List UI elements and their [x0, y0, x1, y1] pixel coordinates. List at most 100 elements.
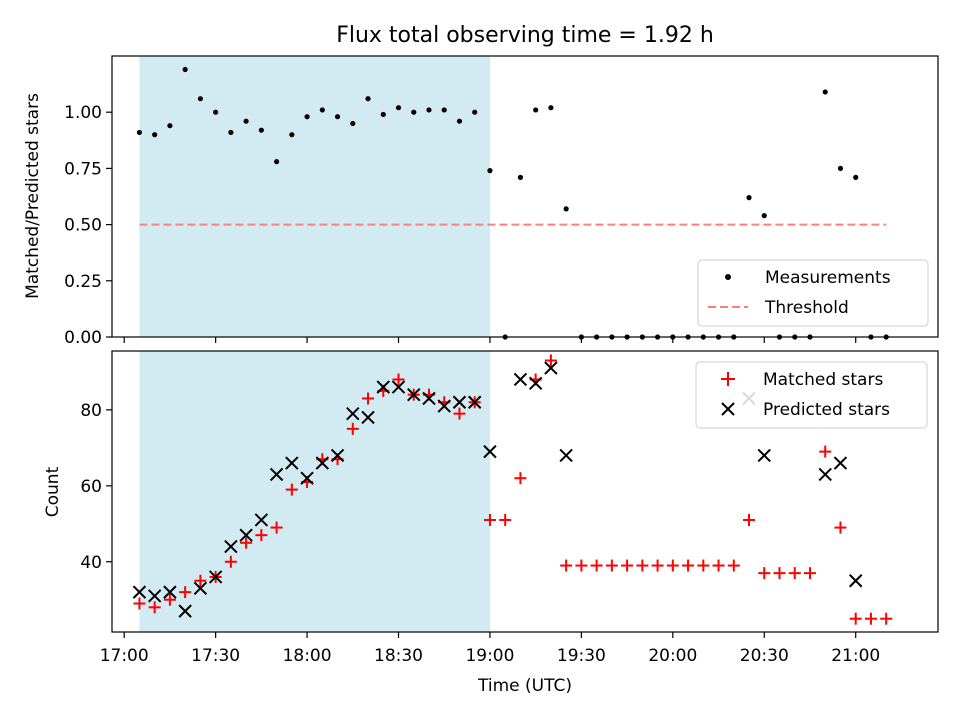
ratio-y-tick-label: 0.50 — [64, 216, 102, 236]
measurement-point — [182, 66, 188, 73]
count-x-tick-label: 17:00 — [100, 646, 149, 666]
predicted-star-point — [376, 380, 390, 394]
predicted-star-point — [361, 410, 375, 425]
matched-star-point — [743, 513, 756, 526]
matched-star-point — [133, 597, 146, 610]
count-x-tick-label: 19:00 — [465, 646, 514, 666]
matched-star-point — [697, 559, 710, 572]
matched-star-point — [453, 407, 466, 420]
matched-star-point — [773, 567, 786, 580]
predicted-star-point — [513, 372, 528, 387]
predicted-star-point — [147, 589, 162, 603]
chart-title: Flux total observing time = 1.92 h — [336, 23, 714, 48]
ratio-legend: Measurements Threshold — [697, 259, 929, 327]
matched-star-point — [636, 559, 649, 572]
matched-star-point — [392, 373, 405, 386]
predicted-star-point — [285, 456, 299, 470]
predicted-star-point — [239, 528, 253, 542]
matched-star-point — [590, 559, 603, 572]
observing-span — [139, 351, 490, 632]
measurement-point — [837, 165, 844, 171]
measurement-point — [289, 132, 295, 138]
ratio-y-ticks: 0.00 0.25 0.50 0.75 1.00 — [64, 103, 112, 348]
x-axis-label: Time (UTC) — [477, 676, 572, 696]
ratio-x-ticks — [123, 337, 857, 343]
predicted-star-point — [818, 467, 832, 482]
matched-star-point — [758, 567, 771, 580]
measurement-point — [197, 96, 203, 102]
measurement-point — [319, 107, 325, 113]
ratio-y-tick-label: 0.75 — [64, 159, 102, 179]
matched-star-point — [880, 612, 893, 625]
predicted-star-point — [833, 456, 848, 470]
ratio-y-tick-label: 0.25 — [64, 272, 102, 292]
predicted-star-point — [848, 574, 863, 588]
predicted-star-point — [468, 395, 482, 409]
matched-star-point — [864, 612, 877, 625]
predicted-stars-points — [132, 361, 863, 618]
matched-star-point — [499, 513, 512, 526]
predicted-star-point — [254, 513, 269, 527]
ratio-y-tick-label: 0.00 — [64, 328, 102, 348]
measurement-point — [548, 105, 554, 111]
predicted-star-point — [407, 387, 421, 402]
measurement-point — [456, 118, 463, 124]
matched-star-point — [224, 555, 237, 568]
measurement-point — [563, 206, 569, 212]
matched-star-point — [285, 483, 298, 496]
count-legend: Matched stars Predicted stars — [695, 361, 928, 429]
ratio-y-axis-label: Matched/Predicted stars — [23, 93, 43, 299]
count-x-tick-label: 18:30 — [374, 646, 423, 666]
matched-star-point — [255, 529, 268, 542]
count-y-tick-label: 80 — [80, 401, 102, 421]
measurement-point — [228, 129, 234, 136]
legend-matched-label: Matched stars — [763, 370, 883, 390]
matched-star-point — [270, 521, 283, 534]
count-y-axis-label: Count — [43, 466, 63, 517]
legend-predicted-label: Predicted stars — [763, 400, 890, 420]
matched-star-point — [240, 536, 253, 549]
matched-star-point — [712, 559, 725, 572]
count-x-tick-label: 17:30 — [191, 646, 240, 666]
predicted-star-point — [132, 585, 147, 599]
predicted-star-point — [483, 444, 497, 459]
matched-star-point — [788, 567, 801, 580]
predicted-star-point — [193, 581, 208, 596]
measurement-point — [365, 96, 371, 102]
predicted-star-point — [391, 380, 406, 394]
predicted-star-point — [224, 539, 238, 554]
predicted-star-point — [300, 471, 314, 485]
measurement-point — [395, 105, 402, 111]
matched-star-point — [803, 567, 816, 580]
count-x-ticks: 17:00 17:30 18:00 18:30 19:00 19:30 20:00 20:30… — [100, 632, 880, 666]
predicted-star-point — [437, 399, 451, 413]
measurement-point — [411, 109, 417, 115]
measurement-point — [746, 195, 752, 201]
measurement-point — [822, 89, 828, 95]
ratio-plot-frame — [111, 55, 939, 338]
predicted-star-point — [269, 467, 284, 482]
matched-star-point — [727, 559, 740, 572]
matched-star-point — [560, 559, 573, 572]
matched-star-point — [605, 559, 618, 572]
matched-star-point — [194, 574, 207, 587]
legend-measurements-label: Measurements — [765, 268, 891, 288]
predicted-star-point — [330, 448, 345, 463]
ratio-legend-box — [697, 259, 929, 327]
predicted-star-point — [452, 395, 467, 409]
count-plot-frame — [111, 350, 939, 633]
predicted-star-point — [528, 376, 543, 390]
measurement-point — [136, 129, 143, 136]
matched-star-point — [834, 521, 847, 534]
measurement-point — [243, 118, 249, 124]
matched-star-point — [179, 586, 192, 599]
measurement-point — [441, 107, 447, 113]
measurement-point — [761, 213, 767, 219]
measurement-point — [426, 107, 432, 113]
matched-star-point — [621, 559, 634, 572]
predicted-star-point — [163, 585, 177, 599]
count-x-tick-label: 20:00 — [648, 646, 697, 666]
count-x-tick-label: 20:30 — [740, 646, 789, 666]
matched-star-point — [666, 559, 679, 572]
measurement-point — [853, 174, 859, 180]
